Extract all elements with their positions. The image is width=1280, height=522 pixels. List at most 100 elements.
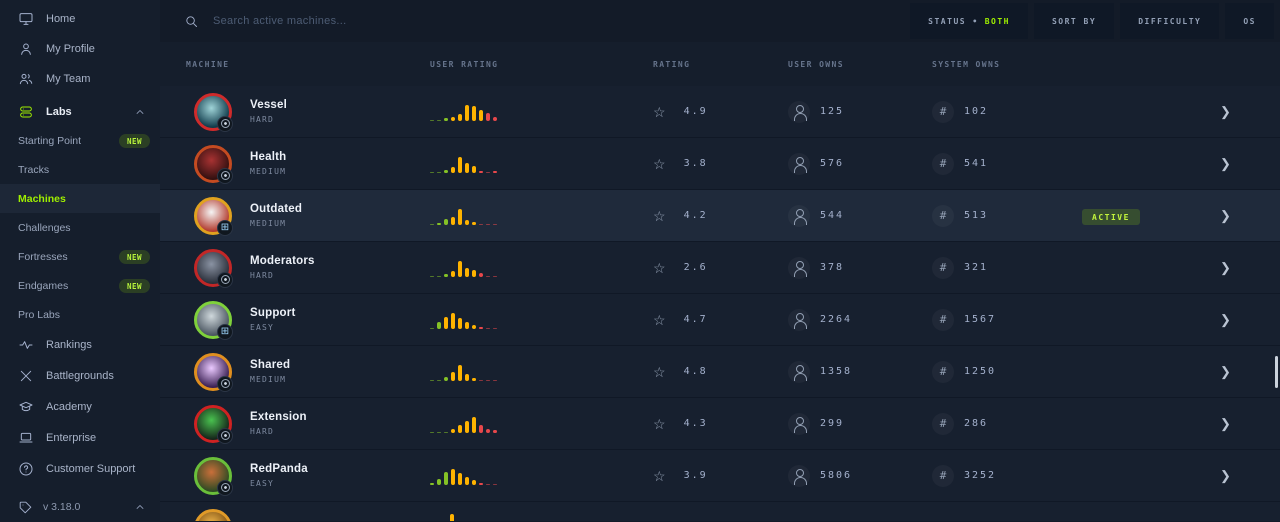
machine-row[interactable]: Health MEDIUM ☆ 3.8 576 # 541 ❯	[160, 138, 1280, 190]
rating-value: 3.9	[683, 470, 708, 481]
chevron-right-icon[interactable]: ❯	[1220, 415, 1231, 431]
new-badge: NEW	[118, 133, 150, 148]
machine-row[interactable]: Extension HARD ☆ 4.3 299 # 286 ❯	[160, 398, 1280, 450]
system-owns-value: 1250	[964, 366, 997, 377]
sidebar-item-my-profile[interactable]: My Profile	[0, 34, 160, 64]
sidebar-item-customer-support[interactable]: Customer Support	[0, 453, 160, 484]
star-icon: ☆	[653, 207, 666, 224]
system-owns-value: 513	[964, 210, 989, 221]
difficulty-filter-button[interactable]: DIFFICULTY	[1120, 3, 1220, 39]
system-owns-value: 286	[964, 418, 989, 429]
machine-row[interactable]: Moderators HARD ☆ 2.6 378 # 321 ❯	[160, 242, 1280, 294]
user-owns-value: 2264	[820, 314, 853, 325]
machine-row[interactable]	[160, 502, 1280, 521]
star-icon: ☆	[653, 311, 666, 328]
sidebar-item-label: My Team	[46, 73, 91, 85]
chevron-right-icon[interactable]: ❯	[1220, 363, 1231, 379]
machine-row[interactable]: ⊞ Support EASY ☆ 4.7 2264 # 1567 ❯	[160, 294, 1280, 346]
chevron-right-icon[interactable]: ❯	[1220, 311, 1231, 327]
user-rating-histogram	[430, 155, 653, 173]
status-filter-value: BOTH	[984, 16, 1010, 26]
hash-icon: #	[932, 256, 954, 279]
sidebar-item-label: Pro Labs	[18, 308, 61, 321]
sidebar-group-labs[interactable]: Labs	[0, 98, 160, 126]
machine-avatar	[194, 144, 233, 184]
user-owns-value: 378	[820, 262, 845, 273]
user-rating-histogram	[430, 415, 653, 433]
machine-row[interactable]: Shared MEDIUM ☆ 4.8 1358 # 1250 ❯	[160, 346, 1280, 398]
status-filter-button[interactable]: STATUS • BOTH	[910, 3, 1028, 39]
machine-difficulty: EASY	[250, 479, 275, 488]
os-badge-icon	[217, 375, 233, 392]
sidebar-item-battlegrounds[interactable]: Battlegrounds	[0, 360, 160, 391]
system-owns-value: 321	[964, 262, 989, 273]
version-label: v 3.18.0	[43, 501, 81, 513]
user-icon	[788, 360, 810, 383]
chevron-right-icon[interactable]: ❯	[1220, 467, 1231, 483]
machine-row[interactable]: ⊞ Outdated MEDIUM ☆ 4.2 544 # 513 ACTIVE…	[160, 190, 1280, 242]
machine-avatar	[194, 92, 233, 132]
hash-icon: #	[932, 360, 954, 383]
user-icon	[788, 308, 810, 331]
sidebar-item-machines[interactable]: Machines	[0, 184, 160, 213]
star-icon: ☆	[653, 415, 666, 432]
user-icon	[788, 412, 810, 435]
chevron-right-icon[interactable]: ❯	[1220, 155, 1231, 171]
sidebar-item-rankings[interactable]: Rankings	[0, 329, 160, 360]
user-icon	[788, 204, 810, 227]
star-icon: ☆	[653, 363, 666, 380]
os-badge-icon	[217, 167, 233, 184]
sort-by-button[interactable]: SORT BY	[1033, 3, 1115, 39]
machine-difficulty: HARD	[250, 427, 275, 436]
column-header-user-owns[interactable]: USER OWNS	[788, 59, 844, 69]
user-rating-histogram	[430, 311, 653, 329]
hash-icon: #	[932, 412, 954, 435]
version-row[interactable]: v 3.18.0	[0, 492, 160, 522]
column-header-system-owns[interactable]: SYSTEM OWNS	[932, 59, 1001, 69]
sidebar-item-home[interactable]: Home	[0, 4, 160, 34]
sidebar-item-enterprise[interactable]: Enterprise	[0, 422, 160, 453]
sort-by-label: SORT BY	[1051, 16, 1097, 26]
sidebar-item-challenges[interactable]: Challenges	[0, 213, 160, 242]
column-header-machine[interactable]: MACHINE	[186, 59, 230, 69]
sidebar-item-endgames[interactable]: Endgames NEW	[0, 271, 160, 300]
search-input[interactable]	[213, 15, 513, 27]
help-circle-icon	[19, 462, 33, 475]
labs-label: Labs	[46, 106, 72, 118]
machine-row[interactable]: Vessel HARD ☆ 4.9 125 # 102 ❯	[160, 86, 1280, 138]
sidebar-item-academy[interactable]: Academy	[0, 391, 160, 422]
sidebar-item-fortresses[interactable]: Fortresses NEW	[0, 242, 160, 271]
os-filter-button[interactable]: OS	[1225, 3, 1274, 39]
machine-avatar	[194, 352, 233, 392]
machine-row[interactable]: RedPanda EASY ☆ 3.9 5806 # 3252 ❯	[160, 450, 1280, 502]
user-rating-histogram	[430, 363, 653, 381]
chevron-right-icon[interactable]: ❯	[1220, 259, 1231, 275]
machine-name: Support	[250, 307, 296, 319]
rating-value: 3.8	[683, 158, 708, 169]
sidebar-item-pro-labs[interactable]: Pro Labs	[0, 300, 160, 329]
chevron-right-icon[interactable]: ❯	[1220, 103, 1231, 119]
users-icon	[19, 73, 33, 85]
system-owns-value: 1567	[964, 314, 997, 325]
sidebar-item-my-team[interactable]: My Team	[0, 64, 160, 94]
sidebar-item-starting-point[interactable]: Starting Point NEW	[0, 126, 160, 155]
machine-avatar	[194, 248, 233, 288]
filter-buttons: STATUS • BOTH SORT BY DIFFICULTY OS	[910, 3, 1274, 39]
scrollbar-thumb[interactable]	[1275, 356, 1278, 388]
pulse-icon	[19, 340, 33, 349]
sidebar-item-label: Rankings	[46, 338, 92, 351]
chevron-right-icon[interactable]: ❯	[1220, 207, 1231, 223]
machine-avatar: ⊞	[194, 196, 233, 236]
rating-value: 2.6	[683, 262, 708, 273]
sidebar-item-tracks[interactable]: Tracks	[0, 155, 160, 184]
column-header-rating[interactable]: RATING	[653, 59, 691, 69]
machine-name: Shared	[250, 359, 291, 371]
table-header: MACHINE USER RATING RATING USER OWNS SYS…	[160, 42, 1280, 86]
search-bar[interactable]	[184, 14, 910, 29]
machine-avatar: ⊞	[194, 300, 233, 340]
hash-icon: #	[932, 100, 954, 123]
sidebar-item-label: Fortresses	[18, 250, 68, 263]
sidebar-item-label: Machines	[18, 192, 66, 205]
machine-difficulty: MEDIUM	[250, 219, 287, 228]
column-header-user-rating[interactable]: USER RATING	[430, 59, 499, 69]
